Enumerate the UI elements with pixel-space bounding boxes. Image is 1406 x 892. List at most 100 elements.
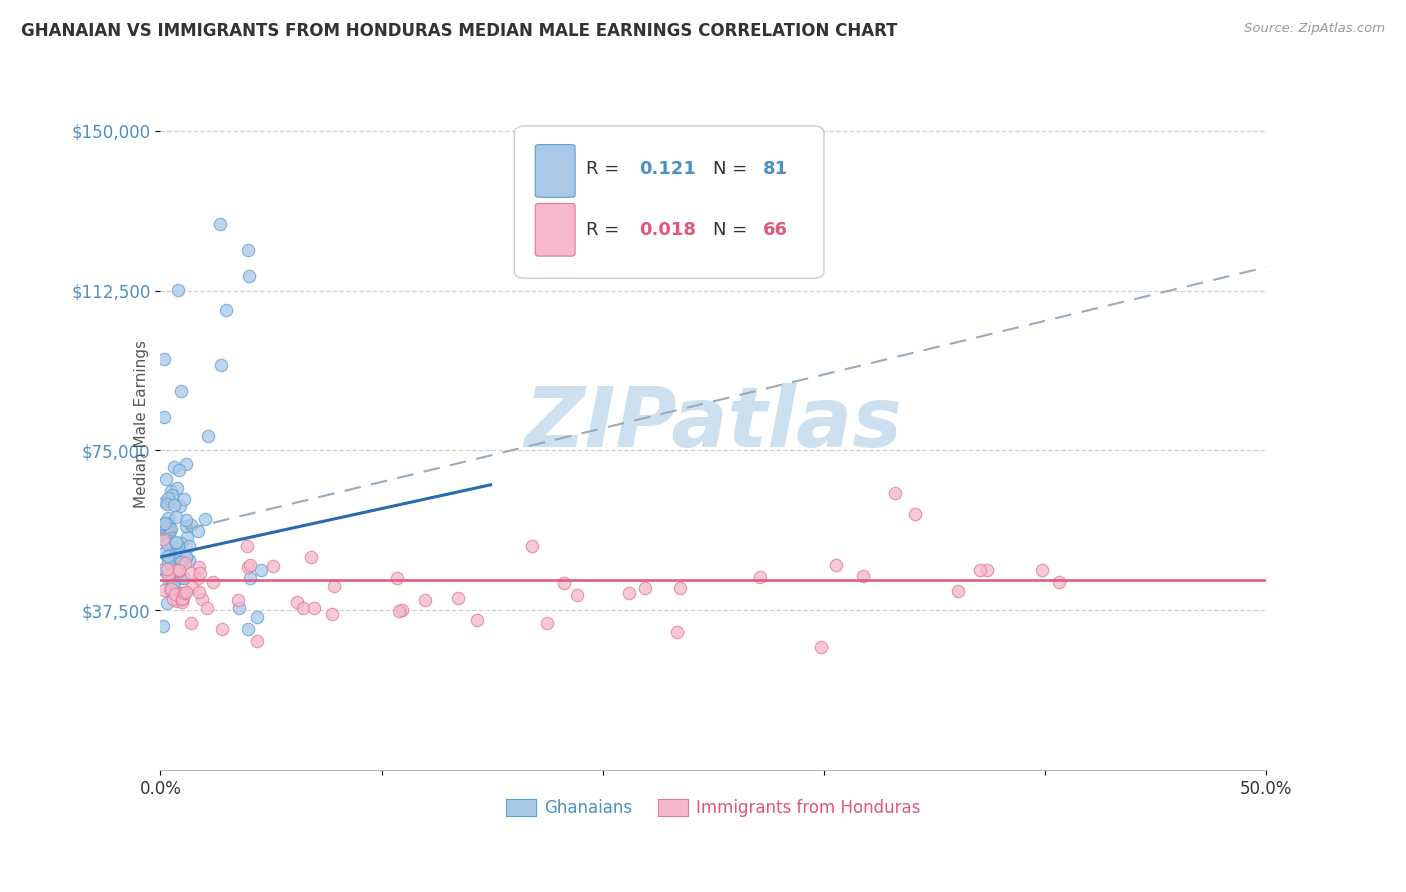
Text: 0.018: 0.018 [640, 221, 696, 239]
Point [156, 549, 179, 563]
Point [174, 519, 197, 533]
Legend: Ghanaians, Immigrants from Honduras: Ghanaians, Immigrants from Honduras [499, 792, 927, 824]
Point [163, 498, 186, 512]
Point [162, 592, 184, 607]
Point [388, 604, 411, 618]
Point [211, 622, 233, 636]
Point [824, 558, 846, 572]
FancyBboxPatch shape [536, 203, 575, 256]
Point [163, 459, 186, 474]
Point [180, 566, 202, 580]
Point [174, 457, 197, 471]
Point [285, 594, 308, 608]
Point [176, 549, 198, 564]
Point [170, 595, 193, 609]
Point [165, 583, 187, 598]
Point [179, 553, 201, 567]
Point [209, 358, 232, 372]
Point [176, 530, 198, 544]
Point [619, 586, 641, 600]
FancyBboxPatch shape [515, 126, 824, 278]
Point [173, 492, 195, 507]
Point [160, 582, 183, 597]
Point [669, 582, 692, 596]
Point [188, 560, 211, 574]
Point [159, 539, 181, 553]
Point [262, 559, 284, 574]
Point [170, 585, 193, 599]
Point [239, 558, 262, 573]
Point [153, 516, 176, 531]
Point [321, 607, 343, 622]
Point [167, 539, 190, 553]
Point [413, 592, 436, 607]
Point [238, 560, 260, 574]
Point [851, 569, 873, 583]
Point [163, 541, 186, 555]
Point [160, 522, 183, 536]
Point [291, 600, 314, 615]
Point [236, 623, 259, 637]
Point [536, 615, 558, 630]
Text: N =: N = [713, 160, 754, 178]
Point [157, 553, 180, 567]
Point [156, 555, 179, 569]
Point [153, 546, 176, 560]
Point [1047, 575, 1070, 590]
Point [976, 563, 998, 577]
Point [202, 575, 225, 590]
Point [153, 409, 176, 424]
Point [228, 601, 250, 615]
Point [155, 495, 177, 509]
Point [748, 569, 770, 583]
Point [153, 562, 176, 576]
Point [170, 555, 193, 569]
Point [166, 283, 188, 297]
Point [170, 384, 193, 398]
Text: N =: N = [713, 221, 754, 239]
Point [152, 619, 174, 633]
Point [187, 584, 209, 599]
Point [567, 588, 589, 602]
Point [165, 535, 187, 549]
Point [465, 613, 488, 627]
Point [170, 536, 193, 550]
Point [969, 563, 991, 577]
Point [884, 486, 907, 500]
Point [156, 516, 179, 530]
Point [167, 463, 190, 477]
Point [160, 579, 183, 593]
Point [155, 521, 177, 535]
Point [152, 524, 174, 539]
Point [157, 517, 180, 532]
Point [165, 510, 187, 524]
Point [174, 549, 197, 564]
Point [226, 592, 249, 607]
Point [236, 243, 259, 257]
Point [209, 218, 232, 232]
Point [302, 600, 325, 615]
Point [179, 539, 201, 553]
Point [188, 566, 211, 580]
Point [152, 532, 174, 546]
Point [633, 581, 655, 595]
Point [152, 527, 174, 541]
Text: R =: R = [586, 221, 626, 239]
Point [904, 508, 927, 522]
Point [194, 512, 217, 526]
Point [166, 482, 188, 496]
Point [170, 555, 193, 569]
Point [166, 593, 188, 607]
Point [156, 537, 179, 551]
Point [522, 539, 544, 553]
Point [187, 524, 209, 538]
Point [299, 549, 322, 564]
Point [152, 520, 174, 534]
Point [246, 633, 269, 648]
Point [180, 616, 202, 631]
Point [165, 564, 187, 578]
Point [1031, 562, 1053, 576]
Point [170, 591, 193, 606]
Point [169, 564, 191, 578]
Text: Source: ZipAtlas.com: Source: ZipAtlas.com [1244, 22, 1385, 36]
